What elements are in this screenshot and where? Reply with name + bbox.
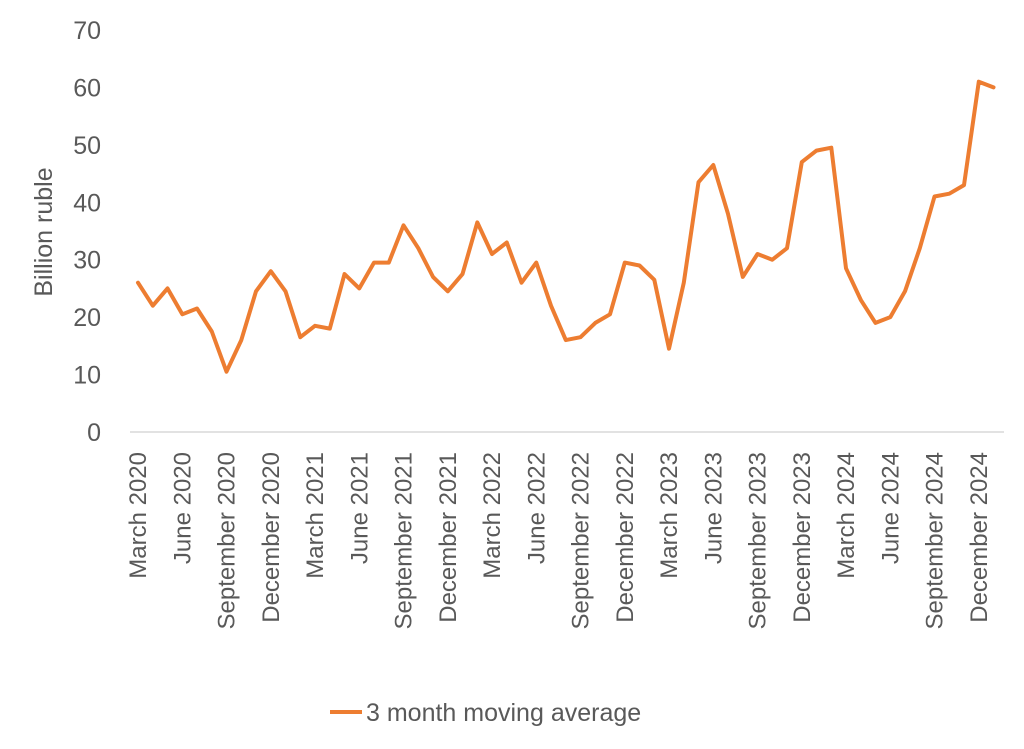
x-tick-label: December 2023 [789, 452, 816, 623]
x-tick-label: March 2021 [302, 452, 329, 579]
x-tick-label: December 2020 [258, 452, 285, 623]
x-tick-label: December 2021 [435, 452, 462, 623]
x-tick-label: September 2020 [214, 452, 241, 629]
y-tick-label: 40 [73, 189, 101, 217]
y-tick-label: 70 [73, 17, 101, 45]
x-tick-label: June 2020 [169, 452, 196, 564]
y-tick-label: 0 [87, 419, 101, 447]
x-tick-label: September 2024 [922, 452, 949, 629]
legend: 3 month moving average [330, 699, 641, 727]
y-tick-label: 50 [73, 132, 101, 160]
x-tick-label: June 2021 [346, 452, 373, 564]
x-tick-label: March 2023 [656, 452, 683, 579]
y-tick-label: 20 [73, 304, 101, 332]
x-tick-label: December 2022 [612, 452, 639, 623]
y-tick-label: 30 [73, 247, 101, 275]
y-tick-label: 60 [73, 74, 101, 102]
y-axis-label: Billion ruble [30, 167, 58, 296]
x-tick-label: March 2024 [833, 452, 860, 579]
legend-label: 3 month moving average [366, 699, 641, 727]
series-line [136, 79, 996, 374]
x-tick-label: September 2022 [568, 452, 595, 629]
x-tick-label: June 2022 [523, 452, 550, 564]
series-layer [136, 79, 996, 374]
x-tick-label: June 2024 [877, 452, 904, 564]
y-axis-ticks: 0 10 20 30 40 50 60 70 [73, 17, 101, 447]
x-tick-label: March 2020 [125, 452, 152, 579]
x-tick-label: December 2024 [966, 452, 993, 623]
y-tick-label: 10 [73, 362, 101, 390]
x-tick-label: September 2021 [391, 452, 418, 629]
x-tick-label: June 2023 [700, 452, 727, 564]
x-tick-label: March 2022 [479, 452, 506, 579]
x-tick-label: September 2023 [745, 452, 772, 629]
x-axis-ticks: March 2020 June 2020 September 2020 Decembe… [125, 452, 993, 629]
